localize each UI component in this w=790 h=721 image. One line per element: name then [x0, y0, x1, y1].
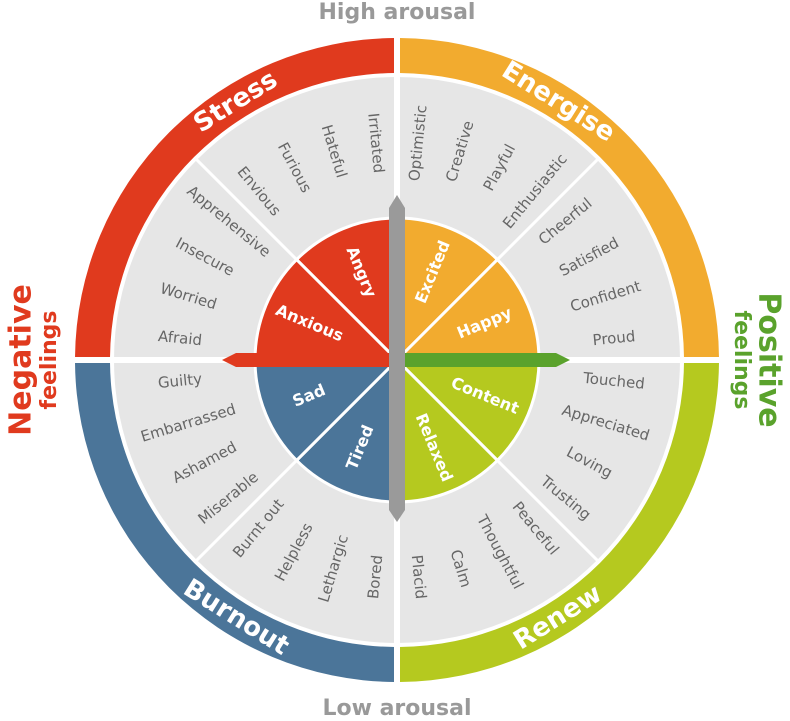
- arousal-arrow: [389, 195, 405, 522]
- positive-label-2: feelings: [729, 311, 754, 410]
- outer-ring: [75, 362, 395, 682]
- outer-ring: [75, 38, 395, 358]
- feeling-word: Irritated: [364, 112, 388, 174]
- high-arousal: High arousal: [319, 0, 476, 25]
- negative-label: Negative: [4, 284, 39, 436]
- feeling-word: Bored: [364, 554, 386, 600]
- positive-arrow: [397, 353, 570, 367]
- feeling-word: Guilty: [157, 370, 203, 392]
- sector-divider: [496, 459, 599, 562]
- feeling-word: Afraid: [157, 327, 203, 349]
- low-arousal: Low arousal: [322, 696, 471, 721]
- outer-ring: [399, 38, 719, 358]
- sector-divider: [496, 158, 599, 261]
- sector-divider: [195, 459, 298, 562]
- feeling-word: Placid: [408, 554, 430, 600]
- negative-label-2: feelings: [37, 311, 62, 410]
- feeling-word: Proud: [592, 327, 636, 349]
- sector-divider: [195, 158, 298, 261]
- positive-label: Positive: [752, 292, 787, 427]
- negative-arrow: [222, 353, 397, 367]
- outer-ring: [399, 362, 719, 682]
